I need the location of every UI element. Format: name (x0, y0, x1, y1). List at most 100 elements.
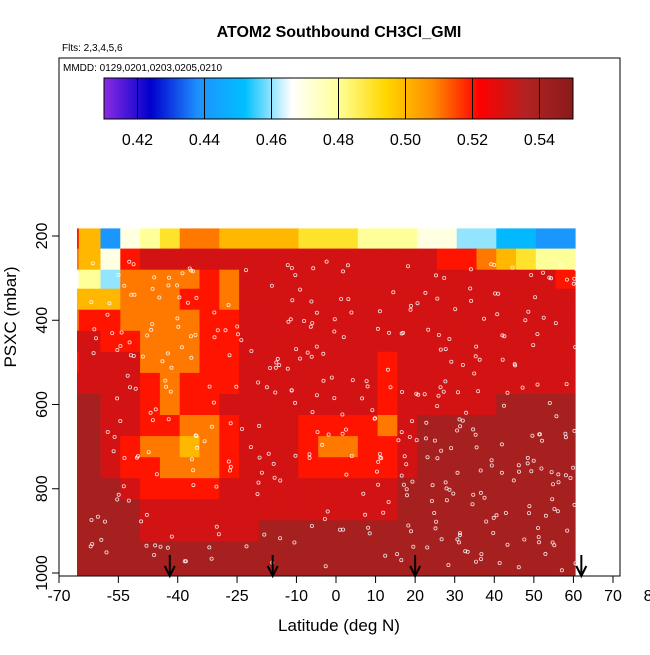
heatmap-cell (516, 228, 537, 250)
heatmap-cell (258, 372, 280, 395)
sample-point (565, 528, 570, 533)
sample-point (574, 267, 579, 272)
heatmap-cell (100, 541, 121, 564)
heatmap-cells (77, 228, 576, 576)
sample-point (496, 291, 501, 296)
sample-point (529, 272, 534, 277)
sample-point (264, 385, 269, 390)
heatmap-cell (357, 436, 379, 458)
sample-point (209, 556, 214, 561)
heatmap-cell (318, 562, 339, 576)
sample-point (309, 299, 314, 304)
heatmap-cell (357, 351, 379, 374)
sample-point (464, 410, 469, 415)
heatmap-cell (298, 228, 319, 250)
heatmap-cell (476, 562, 497, 576)
heatmap-cell (397, 520, 418, 542)
sample-point (564, 382, 569, 387)
sample-point (511, 478, 516, 483)
heatmap-cell (456, 562, 478, 576)
heatmap-cell (417, 330, 438, 353)
x-tick-label: -55 (107, 588, 130, 605)
sample-point (169, 365, 174, 370)
heatmap-cell (140, 330, 161, 353)
sample-point (406, 523, 411, 528)
x-tick-label: -10 (285, 588, 308, 605)
heatmap-cell (78, 520, 102, 542)
sample-point (153, 407, 158, 412)
sample-point (455, 390, 460, 395)
heatmap-cell (397, 436, 418, 458)
heatmap-cell (397, 415, 418, 437)
heatmap-cell (120, 478, 141, 500)
sample-point (273, 390, 278, 395)
sample-point (585, 460, 590, 465)
sample-point (423, 436, 428, 441)
heatmap-cell (318, 288, 339, 311)
heatmap-cell (338, 541, 359, 564)
heatmap-cell (77, 520, 80, 542)
heatmap-cell (397, 248, 418, 271)
sample-point (152, 275, 157, 280)
sample-point (180, 271, 185, 276)
sample-point (209, 424, 214, 429)
sample-point (157, 295, 162, 300)
heatmap-cell (179, 372, 201, 395)
heatmap-cell (555, 288, 576, 311)
sample-point (289, 388, 294, 393)
sample-point (401, 482, 406, 487)
sample-point (146, 450, 151, 455)
sample-point (366, 525, 371, 530)
x-tick-label: 70 (604, 588, 622, 605)
heatmap-cell (436, 309, 458, 332)
heatmap-cell (199, 330, 220, 353)
sample-point (289, 265, 294, 270)
heatmap-cell (516, 457, 537, 479)
heatmap-cell (476, 330, 497, 353)
heatmap-cell (100, 499, 121, 521)
sample-point (214, 524, 219, 529)
sample-point (441, 389, 446, 394)
sample-point (432, 510, 437, 515)
sample-point (324, 259, 329, 264)
heatmap-cell (199, 457, 220, 479)
sample-point (404, 462, 409, 467)
heatmap-cell (219, 269, 240, 290)
heatmap-cell (179, 457, 201, 479)
heatmap-cell (535, 457, 557, 479)
heatmap-cell (120, 248, 141, 271)
heatmap-cell (78, 436, 102, 458)
sample-point (90, 261, 95, 266)
heatmap-cell (77, 269, 80, 290)
heatmap-cell (219, 228, 240, 250)
heatmap-cell (159, 228, 181, 250)
sample-point (500, 357, 505, 362)
sample-point (190, 269, 195, 274)
heatmap-cell (476, 457, 497, 479)
sample-point (273, 365, 278, 370)
sample-point (191, 468, 196, 473)
heatmap-cell (377, 541, 398, 564)
heatmap-cell (159, 436, 181, 458)
y-tick-label: 800 (34, 475, 51, 502)
heatmap-cell (120, 309, 141, 332)
heatmap-cell (338, 228, 359, 250)
heatmap-cell (100, 288, 121, 311)
heatmap-cell (555, 436, 576, 458)
sample-point (160, 359, 165, 364)
heatmap-cell (357, 499, 379, 521)
sample-point (127, 385, 132, 390)
heatmap-cell (159, 457, 181, 479)
heatmap-cell (357, 248, 379, 271)
sample-point (176, 324, 181, 329)
heatmap-cell (535, 372, 557, 395)
heatmap-cell (77, 330, 80, 353)
heatmap-cell (338, 520, 359, 542)
sample-point (402, 454, 407, 459)
sample-point (434, 519, 439, 524)
sample-point (556, 480, 561, 485)
heatmap-cell (496, 288, 517, 311)
sample-point (414, 391, 419, 396)
sample-point (94, 336, 99, 341)
